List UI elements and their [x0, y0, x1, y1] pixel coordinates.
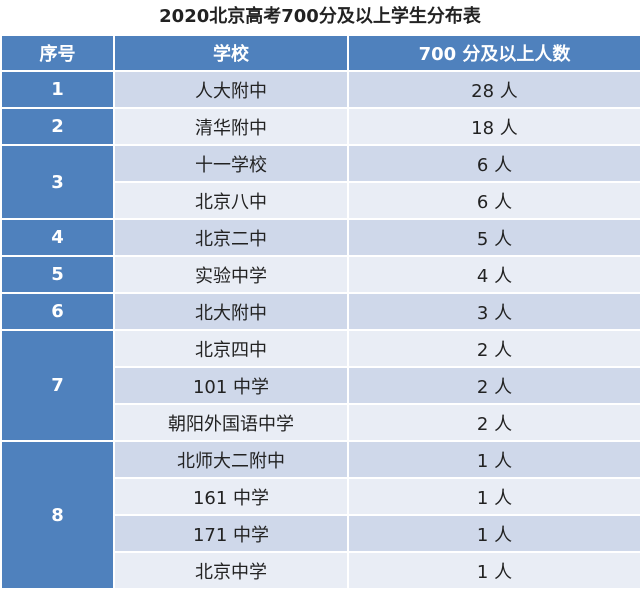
seq-cell: 4	[0, 218, 115, 257]
table-row: 1 人大附中 28 人	[0, 70, 640, 109]
school-cell: 171 中学	[113, 514, 349, 553]
count-cell: 6 人	[347, 181, 640, 220]
seq-cell: 7	[0, 329, 115, 442]
school-cell: 人大附中	[113, 70, 349, 109]
table-body: 1 人大附中 28 人 2 清华附中 18 人 3 十一学校 6 人北京八中 6 人 4 北京二中 5 …	[0, 70, 640, 590]
seq-cell: 6	[0, 292, 115, 331]
school-cell: 北师大二附中	[113, 440, 349, 479]
table-row: 4 北京二中 5 人	[0, 218, 640, 257]
table-row: 朝阳外国语中学 2 人	[1, 403, 640, 442]
count-cell: 3 人	[347, 292, 640, 331]
count-cell: 4 人	[347, 255, 640, 294]
count-cell: 2 人	[347, 403, 640, 442]
table-row: 3 十一学校 6 人	[0, 144, 640, 220]
count-cell: 1 人	[347, 514, 640, 553]
count-cell: 6 人	[347, 144, 640, 183]
school-cell: 北京四中	[113, 329, 349, 368]
seq-cell: 2	[0, 107, 115, 146]
school-cell: 清华附中	[113, 107, 349, 146]
school-cell: 十一学校	[113, 144, 349, 183]
count-cell: 2 人	[347, 366, 640, 405]
header-row: 序号 学校 700 分及以上人数	[0, 34, 640, 72]
table-row: 2 清华附中 18 人	[0, 107, 640, 146]
distribution-table: 序号 学校 700 分及以上人数 1 人大附中 28 人 2 清华附中 18 人 3 十一学校…	[0, 34, 640, 590]
table-title: 2020北京高考700分及以上学生分布表	[159, 6, 481, 27]
table-row: 171 中学 1 人	[1, 514, 640, 553]
header-school: 学校	[113, 34, 349, 72]
table-row: 5 实验中学 4 人	[0, 255, 640, 294]
count-cell: 2 人	[347, 329, 640, 368]
school-cell: 161 中学	[113, 477, 349, 516]
table-row: 7 北京四中 2 人	[0, 329, 640, 442]
seq-cell: 3	[0, 144, 115, 220]
seq-cell: 1	[0, 70, 115, 109]
count-cell: 1 人	[347, 440, 640, 479]
count-cell: 28 人	[347, 70, 640, 109]
school-cell: 北京八中	[113, 181, 349, 220]
table-row: 161 中学 1 人	[1, 477, 640, 516]
school-cell: 北京二中	[113, 218, 349, 257]
school-cell: 101 中学	[113, 366, 349, 405]
school-cell: 北京中学	[113, 551, 349, 590]
seq-cell: 8	[0, 440, 115, 590]
count-cell: 1 人	[347, 551, 640, 590]
school-cell: 实验中学	[113, 255, 349, 294]
table-row: 北京中学 1 人	[1, 551, 640, 590]
count-cell: 5 人	[347, 218, 640, 257]
school-cell: 朝阳外国语中学	[113, 403, 349, 442]
count-cell: 18 人	[347, 107, 640, 146]
table-row: 101 中学 2 人	[1, 366, 640, 405]
table-row: 6 北大附中 3 人	[0, 292, 640, 331]
count-cell: 1 人	[347, 477, 640, 516]
table-row: 8 北师大二附中 1 人	[0, 440, 640, 590]
header-count: 700 分及以上人数	[347, 34, 640, 72]
school-cell: 北大附中	[113, 292, 349, 331]
seq-cell: 5	[0, 255, 115, 294]
header-seq: 序号	[0, 34, 115, 72]
